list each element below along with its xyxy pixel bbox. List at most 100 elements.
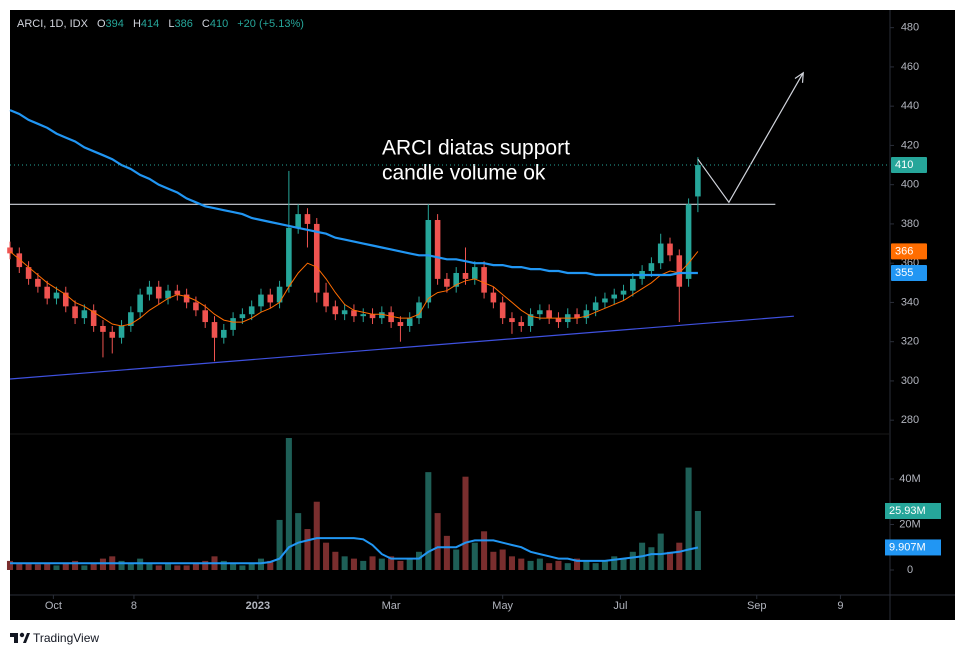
candle-body [211, 322, 218, 338]
candle-body [583, 310, 590, 319]
candle-body [332, 306, 339, 315]
candle-body [434, 220, 441, 279]
volume-bar [202, 560, 209, 570]
candle-body [620, 290, 627, 295]
volume-bar [490, 551, 497, 570]
candle-body [258, 294, 264, 307]
candle-body [341, 310, 348, 315]
volume-bar [99, 558, 106, 570]
candle-body [425, 220, 432, 303]
candle-body [490, 292, 497, 303]
volume-bar [25, 563, 32, 570]
volume-tick-label: 40M [899, 473, 920, 485]
candle-body [695, 165, 701, 197]
volume-bar [53, 565, 60, 570]
volume-bar [257, 558, 265, 570]
volume-bar [230, 563, 237, 570]
close-label: C [202, 18, 210, 30]
candle-body [509, 318, 515, 323]
volume-ma-badge [885, 539, 941, 556]
candle-body [472, 267, 478, 279]
high-value: 414 [141, 18, 159, 30]
volume-bar [518, 558, 525, 570]
candle-body [7, 247, 13, 254]
candle-body [462, 272, 469, 279]
price-badge-label: 355 [895, 267, 913, 279]
volume-bar [601, 560, 608, 570]
candle-body [323, 292, 329, 307]
change-value: +20 (+5.13%) [237, 18, 304, 30]
price-badge [891, 264, 927, 281]
price-badge [891, 157, 927, 174]
volume-bar [527, 560, 534, 570]
volume-bar [62, 563, 69, 570]
volume-bar [165, 563, 172, 570]
volume-bar [453, 549, 460, 570]
candle-body [444, 278, 450, 287]
footer-brand: TradingView [33, 631, 99, 645]
volume-bar [471, 542, 478, 570]
candle-body [676, 255, 683, 287]
candle-body [648, 263, 655, 272]
volume-bar [583, 560, 590, 570]
candle-body [239, 314, 246, 319]
volume-bar [555, 560, 562, 570]
low-value: 386 [174, 18, 192, 30]
x-tick-label: Mar [382, 600, 401, 612]
candle-body [499, 302, 506, 319]
candle-body [555, 318, 562, 323]
volume-bar [425, 472, 432, 570]
candle-body [527, 314, 534, 326]
volume-bar [406, 558, 413, 570]
arrow-drawing [697, 72, 804, 204]
volume-bar [657, 533, 664, 570]
candle-body [118, 325, 125, 338]
candle-body [546, 310, 552, 319]
volume-bar [239, 565, 246, 570]
volume-bar [323, 542, 330, 570]
volume-bar [295, 513, 302, 570]
y-tick-label: 440 [901, 100, 919, 112]
candle-body [72, 306, 78, 319]
candle-body [304, 214, 311, 224]
volume-bar [508, 556, 515, 570]
candle-body [630, 278, 636, 291]
volume-bar [332, 551, 339, 570]
volume-bar [81, 565, 88, 570]
candle-body [602, 298, 608, 303]
open-value: 394 [106, 18, 124, 30]
candle-body [685, 204, 692, 279]
chart-background [10, 10, 955, 620]
volume-bar [694, 510, 701, 570]
volume-tick-label: 20M [899, 518, 920, 530]
symbol-header: ARCI, 1D, IDX O394 H414 L386 C410 +20 (+… [17, 18, 304, 30]
volume-bar [155, 565, 162, 570]
candle-body [155, 286, 162, 299]
volume-bar [620, 558, 627, 570]
volume-bar [378, 558, 385, 570]
x-tick-label: Oct [45, 600, 62, 612]
candle-body [202, 310, 208, 323]
volume-bar [648, 547, 655, 570]
candle-body [100, 325, 106, 332]
volume-bar [434, 513, 441, 570]
candle-body [109, 331, 116, 338]
volume-badge [885, 502, 941, 519]
volume-bar [564, 563, 571, 570]
y-tick-label: 380 [901, 218, 919, 230]
candle-body [267, 294, 274, 303]
y-tick-label: 320 [901, 336, 919, 348]
y-tick-label: 300 [901, 375, 919, 387]
moving-average [9, 109, 698, 277]
annotation-line: ARCI diatas support [382, 137, 570, 160]
candle-body [416, 302, 422, 319]
high-label: H [133, 18, 141, 30]
volume-badge-label: 25.93M [889, 505, 926, 517]
volume-bar [536, 558, 543, 570]
volume-bar [574, 558, 581, 570]
candle-body [537, 310, 543, 315]
candle-body [406, 318, 413, 326]
price-badge [891, 243, 927, 260]
volume-bar [276, 519, 283, 570]
x-tick-label: 2023 [246, 600, 270, 612]
